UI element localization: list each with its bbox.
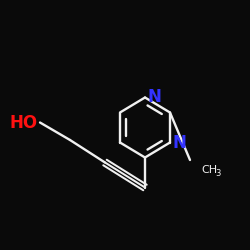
Text: 3: 3 (215, 168, 220, 177)
Text: N: N (148, 88, 162, 106)
Text: HO: HO (10, 114, 38, 132)
Text: CH: CH (201, 165, 218, 175)
Text: N: N (172, 134, 186, 152)
